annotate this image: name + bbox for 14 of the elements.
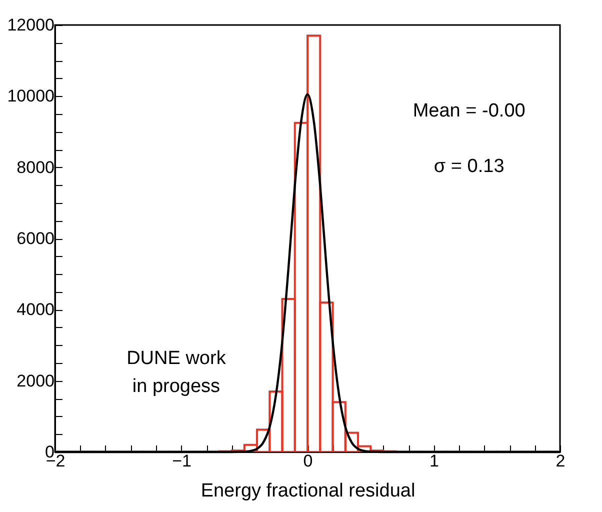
y-tick-label: 8000	[16, 158, 54, 177]
y-tick-label: 2000	[16, 371, 54, 390]
y-tick-label: 10000	[7, 86, 54, 106]
y-tick-label: 12000	[7, 16, 54, 34]
x-tick-label: 2	[556, 452, 566, 470]
x-tick-label: 0	[303, 452, 313, 470]
y-tick-label: 4000	[16, 300, 54, 320]
annotation: Mean = -0.00	[412, 100, 526, 122]
x-tick-label: 1	[430, 452, 439, 470]
x-axis-title: Energy fractional residual	[200, 480, 416, 502]
annotation: σ = 0.13	[434, 156, 504, 177]
annotation: DUNE work in progess	[126, 348, 226, 398]
y-tick-label: 6000	[16, 229, 54, 248]
x-tick-label: −1	[172, 452, 192, 470]
